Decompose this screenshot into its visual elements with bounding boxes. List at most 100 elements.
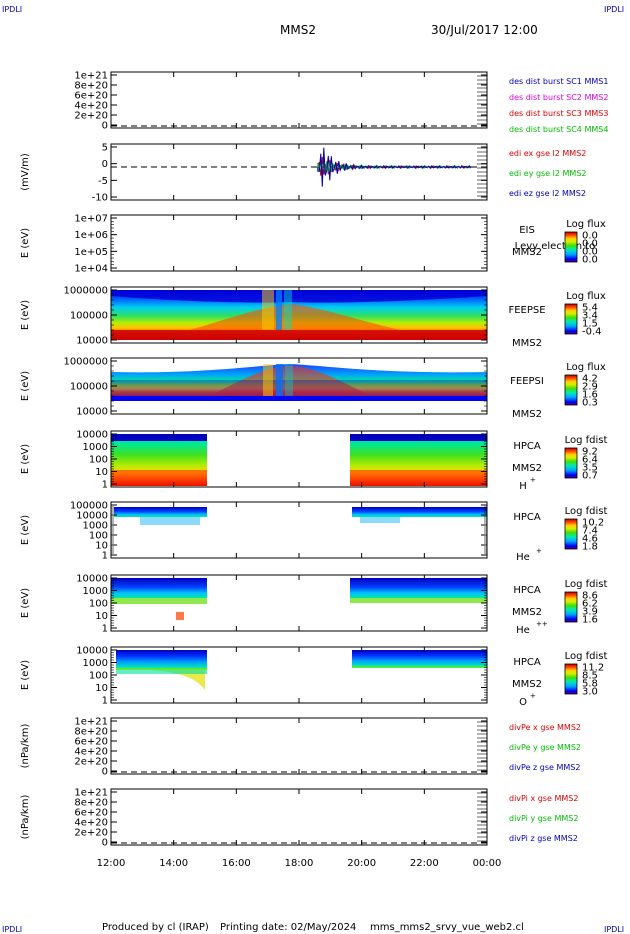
divpi-frame: [110, 788, 488, 846]
feepse-ytick-label: 10000: [76, 336, 108, 347]
feepsi-frame: [110, 357, 488, 415]
hpca_h-colorbar: [564, 447, 578, 479]
footer-printing-date: Printing date: 02/May/2024: [220, 922, 356, 933]
time-tick-label: 00:00: [473, 858, 502, 869]
feepse-ytick-label: 100000: [70, 311, 108, 322]
hpca_he-ytick-label: 1: [102, 551, 108, 562]
dist_burst-legend-2: des dist burst SC3 MMS3: [509, 109, 608, 118]
corner-top-left: IPDLI: [2, 5, 22, 14]
hpca_he2-ytick-label: 10000: [76, 574, 108, 585]
divpi-ytick-label: 8e+20: [74, 798, 108, 809]
hpca-he-spectrogram: [114, 507, 487, 525]
hpca_o-colorbar-title: Log fdist: [565, 651, 608, 662]
hpca_he2-colorbar-tick: 8.6: [582, 591, 598, 602]
hpca_he2-species-label: He: [516, 625, 530, 636]
hpca_o-spacecraft-label: MMS2: [512, 679, 542, 690]
edi_e-ytick-label: 0: [102, 159, 108, 170]
divpi-legend-0: divPi x gse MMS2: [509, 794, 578, 803]
eis-colorbar-tick: 0.0: [582, 239, 598, 250]
hpca_h-instrument-label: HPCA: [513, 441, 541, 452]
header-datetime: 30/Jul/2017 12:00: [431, 23, 538, 37]
divpi-legend-1: divPi y gse MMS2: [509, 814, 578, 823]
hpca_he-ylabel: E (eV): [20, 515, 31, 545]
hpca_he2-spacecraft-label: MMS2: [512, 607, 542, 618]
footer-script-name: mms_mms2_srvy_vue_web2.cl: [370, 922, 524, 933]
divpe-ytick-label: 0: [102, 767, 108, 778]
hpca_h-ytick-label: 100: [89, 455, 108, 466]
dist_burst-ytick-label: 4e+20: [74, 101, 108, 112]
hpca_he2-colorbar: [564, 591, 578, 623]
divpe-ytick-label: 1e+21: [74, 717, 108, 728]
time-tick-label: 16:00: [222, 858, 251, 869]
eis-colorbar-tick: 0.0: [582, 231, 598, 242]
divpe-legend-1: divPe y gse MMS2: [509, 743, 581, 752]
hpca_h-species-charge: +: [530, 476, 536, 484]
hpca_he-colorbar-tick: 4.6: [582, 534, 598, 545]
hpca-o-spectrogram: [116, 650, 487, 690]
hpca_o-colorbar-tick: 8.5: [582, 671, 598, 682]
corner-top-right: IPDLI: [604, 5, 624, 14]
edi_e-frame: [110, 143, 488, 201]
edi_e-legend-1: edi ey gse l2 MMS2: [509, 169, 587, 178]
feepsi-colorbar-tick: 2.9: [582, 382, 598, 393]
feepsi-ylabel: E (eV): [20, 371, 31, 401]
hpca_he-colorbar-title: Log fdist: [565, 506, 608, 517]
divpe-ylabel: (nPa/km): [20, 724, 31, 769]
feepsi-spectrogram: [111, 362, 487, 416]
hpca_he-ytick-label: 100000: [70, 501, 108, 512]
hpca_h-ytick-label: 10: [95, 467, 108, 478]
eis-instrument-label: EIS: [519, 225, 535, 236]
feepse-ytick-label: 1000000: [63, 286, 108, 297]
hpca_h-spacecraft-label: MMS2: [512, 463, 542, 474]
hpca_h-colorbar-title: Log fdist: [565, 435, 608, 446]
eis-colorbar-title: Log flux: [566, 219, 606, 230]
feepse-colorbar: [564, 303, 578, 335]
hpca_h-ytick-label: 10000: [76, 430, 108, 441]
eis-colorbar-tick: 0.0: [582, 247, 598, 258]
edi_e-ytick-label: -5: [98, 176, 108, 187]
panel-edi_e: 5 0 -5 -10 edi ex gse l2 MMS2 edi ey gse l2 M…: [20, 143, 587, 204]
feepsi-colorbar-tick: 0.3: [582, 398, 598, 409]
divpe-frame: [110, 717, 488, 775]
hpca_o-instrument-label: HPCA: [513, 657, 541, 668]
hpca_h-ytick-label: 1: [102, 480, 108, 491]
hpca_he-ytick-label: 10: [95, 541, 108, 552]
feepse-frame: [110, 286, 488, 344]
dist_burst-legend-0: des dist burst SC1 MMS1: [509, 77, 608, 86]
eis-frame: [110, 214, 488, 272]
hpca_he2-ytick-label: 1: [102, 624, 108, 635]
hpca_he2-instrument-label: HPCA: [513, 585, 541, 596]
hpca_o-colorbar-tick: 11.2: [582, 663, 604, 674]
hpca_he2-frame: [110, 574, 488, 632]
hpca_h-colorbar-tick: 0.7: [582, 471, 598, 482]
hpca_he2-species-charge: ++: [536, 620, 548, 628]
hpca_he2-colorbar-tick: 6.2: [582, 599, 598, 610]
hpca_he-species-label: He: [516, 552, 530, 563]
hpca_o-colorbar-tick: 3.0: [582, 687, 598, 698]
dist_burst-legend-1: des dist burst SC2 MMS2: [509, 93, 608, 102]
edi_e-legend-2: edi ez gse l2 MMS2: [509, 189, 586, 198]
eis-colorbar-tick: 0.0: [582, 255, 598, 266]
hpca-h-spectrogram: [111, 434, 487, 486]
hpca_o-colorbar-tick: 5.8: [582, 679, 598, 690]
hpca_he2-colorbar-title: Log fdist: [565, 579, 608, 590]
hpca_he-frame: [110, 501, 488, 559]
divpi-ytick-label: 0: [102, 838, 108, 849]
eis-ytick-label: 1e+04: [74, 264, 108, 275]
dist_burst-ytick-label: 1e+21: [74, 71, 108, 82]
hpca_he2-ytick-label: 10: [95, 611, 108, 622]
hpca_o-frame: [110, 646, 488, 704]
divpe-ytick-label: 2e+20: [74, 757, 108, 768]
feepse-spacecraft-label: MMS2: [512, 338, 542, 349]
footer-produced-by: Produced by cl (IRAP): [102, 922, 209, 933]
hpca_he2-ytick-label: 1000: [83, 586, 108, 597]
hpca_o-ytick-label: 1000: [83, 658, 108, 669]
dist_burst-ytick-label: 2e+20: [74, 111, 108, 122]
time-tick-label: 18:00: [285, 858, 314, 869]
divpi-ytick-label: 6e+20: [74, 808, 108, 819]
hpca_h-ylabel: E (eV): [20, 444, 31, 474]
